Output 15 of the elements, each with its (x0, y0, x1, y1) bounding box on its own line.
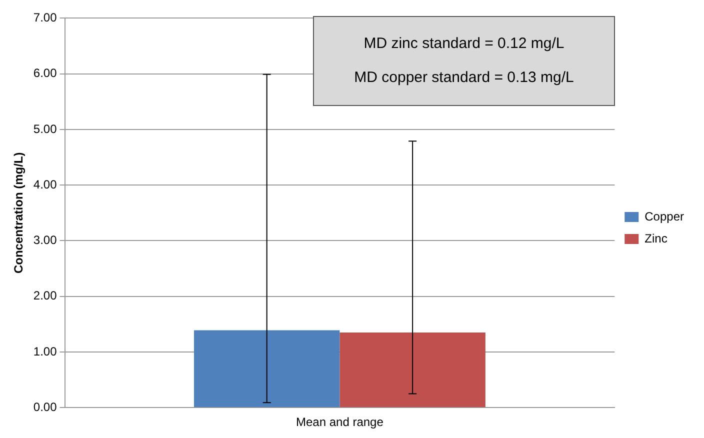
y-tick-label: 3.00 (33, 233, 58, 248)
y-axis-title: Concentration (mg/L) (12, 152, 26, 274)
y-tick-label: 7.00 (33, 10, 58, 25)
y-tick-label: 5.00 (33, 122, 58, 136)
legend-label: Copper (644, 209, 684, 224)
legend-label: Zinc (644, 231, 668, 246)
note-box: MD zinc standard = 0.12 mg/L MD copper standard = 0.13 mg/L (313, 16, 615, 106)
y-tick-label: 6.00 (33, 66, 58, 80)
x-tick-label: Mean and range (296, 415, 384, 430)
y-tick-label: 4.00 (33, 177, 58, 192)
y-tick-label: 0.00 (33, 400, 58, 414)
y-tick-label: 2.00 (33, 288, 58, 303)
annotation: MD copper standard = 0.13 mg/L (353, 68, 575, 88)
y-tick-label: 1.00 (33, 344, 58, 358)
annotation: MD zinc standard = 0.12 mg/L (362, 34, 566, 54)
